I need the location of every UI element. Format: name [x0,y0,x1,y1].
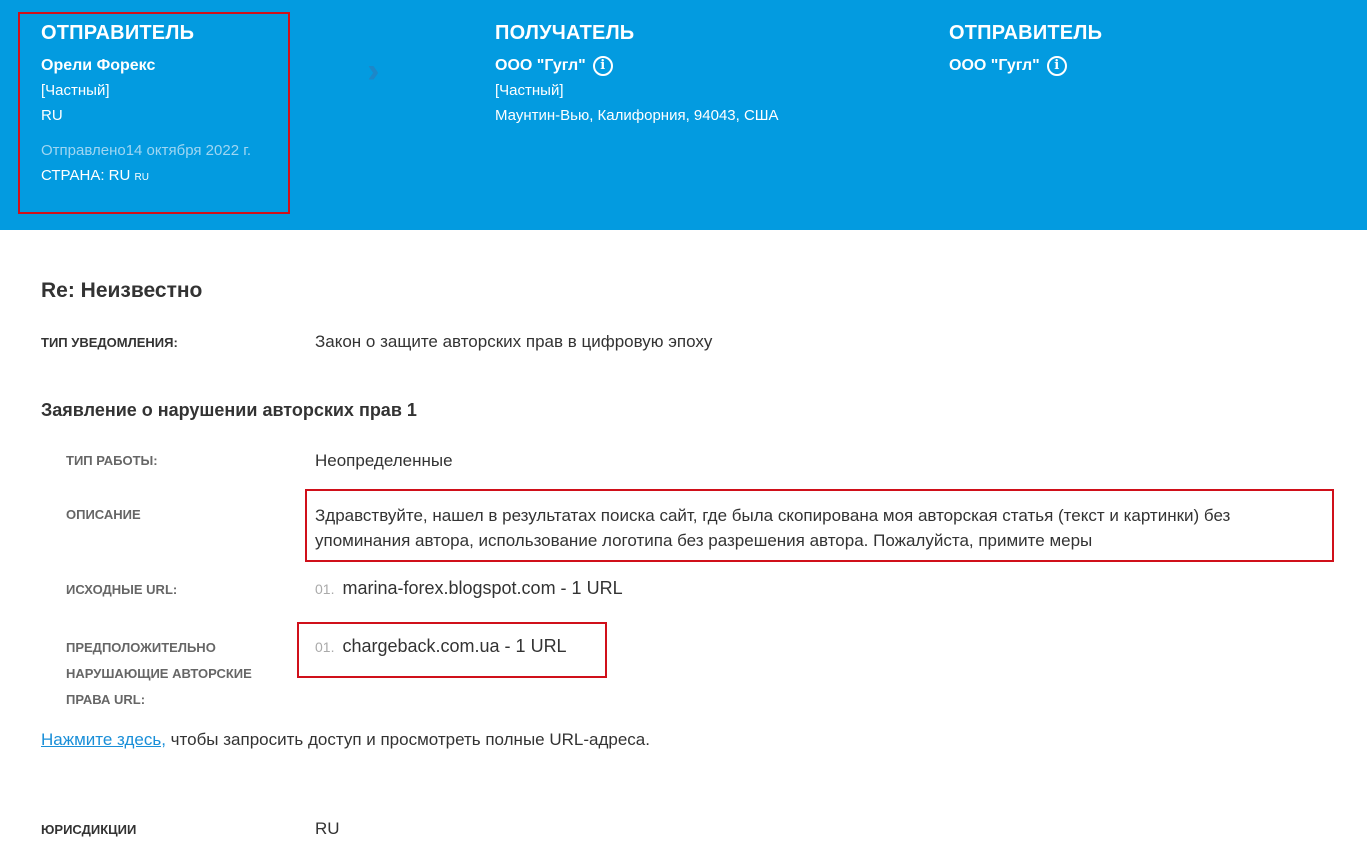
jurisdiction-label: ЮРИСДИКЦИИ [41,822,137,837]
annotation-box [297,622,607,678]
jurisdiction-value: RU [315,819,340,838]
request-access-link[interactable]: Нажмите здесь, [41,730,166,749]
source-urls-label: ИСХОДНЫЕ URL: [66,582,178,597]
url-text: marina-forex.blogspot.com - 1 URL [342,578,623,598]
country-small: RU [134,172,149,183]
work-type-value: Неопределенные [315,451,453,470]
recipient-column: ПОЛУЧАТЕЛЬ ООО "Гугл" i [Частный] Маунтин… [495,22,779,128]
country-label: СТРАНА: RU [41,167,131,184]
recipient-address: Маунтин-Вью, Калифорния, 94043, США [495,107,779,124]
annotation-box [18,12,290,214]
access-request: Нажмите здесь, чтобы запросить доступ и … [41,730,650,750]
annotation-box [305,489,1334,562]
label-line: НАРУШАЮЩИЕ АВТОРСКИЕ [66,666,252,681]
claim-heading: Заявление о нарушении авторских прав 1 [41,400,417,420]
recipient-name: ООО "Гугл" [495,57,586,74]
info-icon[interactable]: i [1046,56,1067,76]
label-line: ПРАВА URL: [66,692,146,707]
source-url-item: 01. marina-forex.blogspot.com - 1 URL [315,578,623,599]
work-type-label: ТИП РАБОТЫ: [66,453,158,468]
sender-type: [Частный] [41,82,110,99]
notice-type-label: ТИП УВЕДОМЛЕНИЯ: [41,335,178,350]
infringing-url-item: 01. chargeback.com.ua - 1 URL [315,636,567,657]
page-title: Re: Неизвестно [41,279,203,302]
sender-column: ОТПРАВИТЕЛЬ Орели Форекс [Частный] RU От… [41,22,251,188]
url-number: 01. [315,581,335,597]
description-value: Здравствуйте, нашел в результатах поиска… [315,506,1231,550]
sender-country-code: RU [41,107,63,124]
submitter-name-row: ООО "Гугл" i [949,54,1102,78]
url-text: chargeback.com.ua - 1 URL [342,636,567,656]
submitter-heading: ОТПРАВИТЕЛЬ [949,22,1103,44]
access-text: чтобы запросить доступ и просмотреть пол… [165,730,650,749]
recipient-heading: ПОЛУЧАТЕЛЬ [495,22,635,44]
recipient-name-row: ООО "Гугл" i [495,54,779,78]
sender-country: СТРАНА: RU RU [41,167,251,188]
submitter-name: ООО "Гугл" [949,57,1040,74]
description-label: ОПИСАНИЕ [66,507,141,522]
submitter-column: ОТПРАВИТЕЛЬ ООО "Гугл" i [949,22,1102,78]
notice-type-value: Закон о защите авторских прав в цифровую… [315,332,713,351]
sender-name: Орели Форекс [41,57,156,74]
info-icon[interactable]: i [592,56,613,76]
infringing-urls-label: ПРЕДПОЛОЖИТЕЛЬНО НАРУШАЮЩИЕ АВТОРСКИЕ ПР… [66,635,252,713]
notice-header: ОТПРАВИТЕЛЬ Орели Форекс [Частный] RU От… [0,0,1367,230]
sender-heading: ОТПРАВИТЕЛЬ [41,22,195,44]
label-line: ПРЕДПОЛОЖИТЕЛЬНО [66,640,216,655]
recipient-type: [Частный] [495,82,564,99]
sent-date: Отправлено14 октября 2022 г. [41,142,252,159]
url-number: 01. [315,639,335,655]
